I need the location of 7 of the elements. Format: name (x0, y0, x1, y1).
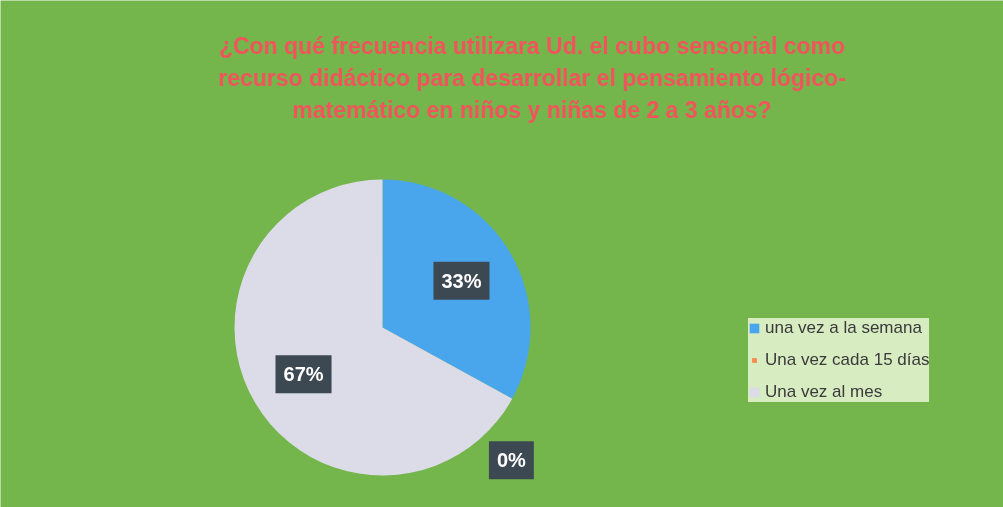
data-label: 67% (283, 363, 324, 386)
text: 0% (496, 449, 526, 472)
legend-label: una vez a la semana (765, 318, 922, 338)
chart-title: ¿Con qué frecuencia utilizara Ud. el cubo sensorial como recurso didáctico para desarrollar el pensamiento lógico-matemático en niños y niñas de 2 a 3 años? (218, 32, 846, 123)
data-label: 33% (441, 269, 482, 292)
legend-label: Una vez al mes (765, 382, 883, 402)
legend-label: Una vez cada 15 días (765, 350, 930, 370)
